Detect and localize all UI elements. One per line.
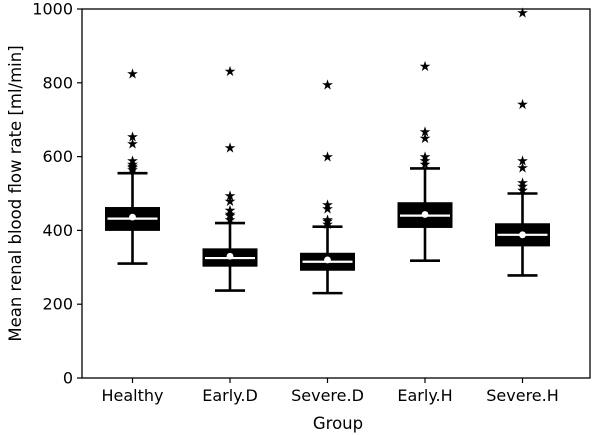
- outlier-marker: ★: [419, 59, 432, 75]
- outlier-marker: ★: [224, 209, 237, 225]
- y-axis: 0 200 400 600 800 1000: [32, 0, 82, 388]
- box-early-h: ★★★★★★: [397, 59, 453, 262]
- outlier-marker: ★: [224, 203, 237, 219]
- outlier-marker: ★: [224, 140, 237, 156]
- plot-area: ★★★★★★★★★★★★★★★★★★★★★★★★★★★★★★★★★★★★: [81, 6, 591, 379]
- y-axis-label: Mean renal blood flow rate [ml/min]: [6, 45, 25, 341]
- outlier-marker: ★: [419, 153, 432, 169]
- mean-marker: [129, 213, 136, 221]
- outlier-marker: ★: [321, 214, 334, 230]
- outlier-marker: ★: [516, 179, 529, 195]
- outlier-marker: ★: [419, 150, 432, 166]
- outlier-marker: ★: [516, 183, 529, 199]
- outlier-marker: ★: [126, 137, 139, 153]
- y-tick-label: 800: [42, 73, 73, 92]
- mean-marker: [226, 252, 234, 260]
- outlier-marker: ★: [126, 163, 139, 179]
- box-early-d: ★★★★★★★★: [202, 64, 258, 292]
- outlier-marker: ★: [516, 161, 529, 177]
- outlier-marker: ★: [321, 212, 334, 228]
- outlier-marker: ★: [126, 153, 139, 169]
- outlier-marker: ★: [224, 194, 237, 210]
- outlier-marker: ★: [321, 217, 334, 233]
- box-severe-h: ★★★★★★★: [495, 6, 550, 277]
- outlier-marker: ★: [321, 198, 334, 214]
- y-tick-label: 400: [42, 221, 73, 240]
- x-axis-label: Group: [313, 414, 363, 433]
- x-tick-label: Severe.H: [486, 386, 559, 405]
- outlier-marker: ★: [126, 161, 139, 177]
- outlier-marker: ★: [224, 207, 237, 223]
- y-tick-label: 200: [42, 295, 73, 314]
- outlier-marker: ★: [419, 157, 432, 173]
- box-healthy: ★★★★★★★★: [105, 67, 160, 265]
- x-tick-label: Healthy: [101, 386, 163, 405]
- outlier-marker: ★: [419, 125, 432, 141]
- outlier-marker: ★: [224, 212, 237, 228]
- outlier-marker: ★: [516, 97, 529, 113]
- outlier-marker: ★: [126, 129, 139, 145]
- mean-marker: [324, 256, 331, 264]
- box-severe-d: ★★★★★★★: [300, 78, 355, 295]
- outlier-marker: ★: [321, 201, 334, 217]
- y-tick-label: 600: [42, 147, 73, 166]
- mean-marker: [421, 211, 429, 218]
- outlier-marker: ★: [126, 157, 139, 173]
- x-tick-label: Early.H: [397, 386, 452, 405]
- outlier-marker: ★: [126, 67, 139, 83]
- outlier-marker: ★: [321, 78, 334, 94]
- mean-marker: [519, 231, 526, 239]
- x-axis: Healthy Early.D Severe.D Early.H Severe.H: [101, 378, 559, 405]
- outlier-marker: ★: [516, 153, 529, 169]
- outlier-marker: ★: [126, 159, 139, 175]
- y-tick-label: 0: [63, 369, 73, 388]
- outlier-marker: ★: [516, 6, 529, 22]
- outlier-marker: ★: [224, 64, 237, 80]
- outlier-marker: ★: [419, 131, 432, 147]
- outlier-marker: ★: [516, 175, 529, 191]
- outlier-marker: ★: [224, 188, 237, 204]
- outlier-marker: ★: [321, 150, 334, 166]
- x-tick-label: Early.D: [202, 386, 258, 405]
- plot-frame: [81, 8, 591, 379]
- y-tick-label: 1000: [32, 0, 73, 19]
- x-tick-label: Severe.D: [291, 386, 364, 405]
